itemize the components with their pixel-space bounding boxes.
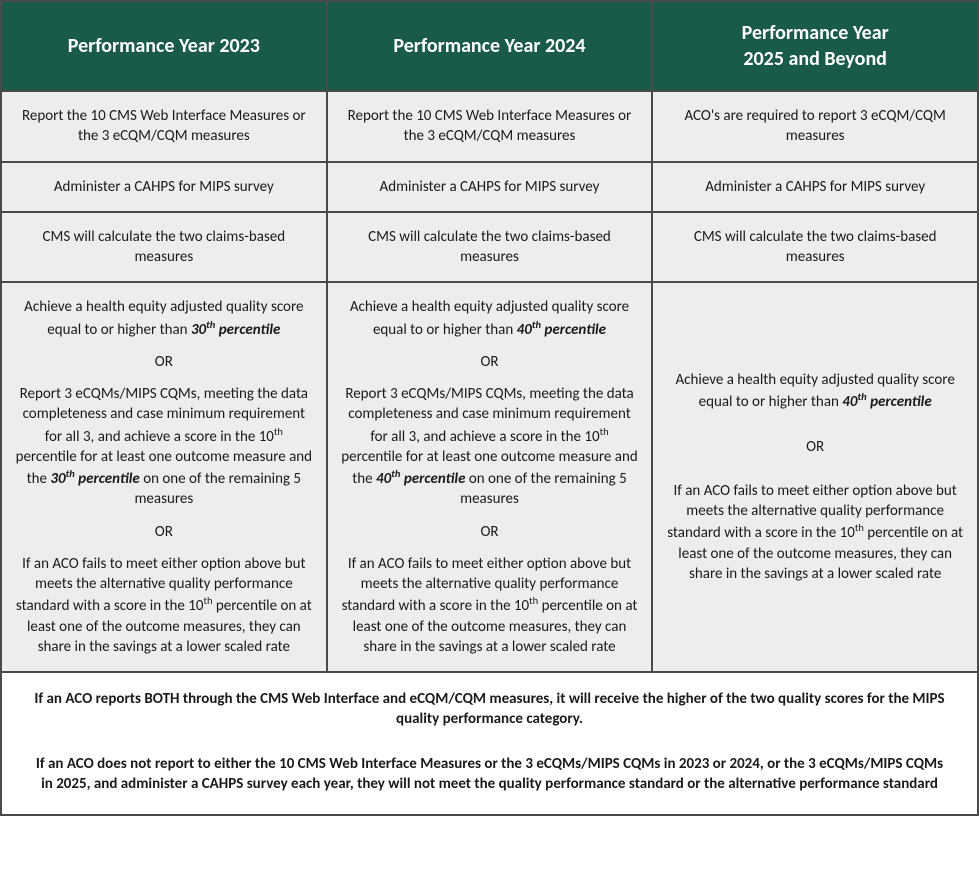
header-2024: Performance Year 2024: [327, 1, 653, 91]
footer-row: If an ACO reports BOTH through the CMS W…: [1, 672, 978, 815]
footer-p2: If an ACO does not report to either the …: [30, 754, 949, 795]
cell-r1c3: ACO's are required to report 3 eCQM/CQM …: [652, 91, 978, 162]
cell-r4c3: Achieve a health equity adjusted quality…: [652, 282, 978, 672]
r4c3-p3: If an ACO fails to meet either option ab…: [667, 482, 963, 583]
cell-r1c2: Report the 10 CMS Web Interface Measures…: [327, 91, 653, 162]
r4c2-p3: If an ACO fails to meet either option ab…: [342, 555, 638, 656]
header-2023: Performance Year 2023: [1, 1, 327, 91]
cell-r2c1: Administer a CAHPS for MIPS survey: [1, 162, 327, 212]
cell-r1c1: Report the 10 CMS Web Interface Measures…: [1, 91, 327, 162]
r4c1-p3: If an ACO fails to meet either option ab…: [16, 555, 312, 656]
performance-year-table: Performance Year 2023 Performance Year 2…: [0, 0, 979, 816]
or-label: OR: [14, 352, 314, 372]
footer-cell: If an ACO reports BOTH through the CMS W…: [1, 672, 978, 815]
r4c1-p2: Report 3 eCQMs/MIPS CQMs, meeting the da…: [16, 385, 312, 508]
or-label: OR: [665, 437, 965, 457]
or-label: OR: [340, 522, 640, 542]
cell-r3c2: CMS will calculate the two claims-based …: [327, 212, 653, 283]
table-row-long: Achieve a health equity adjusted quality…: [1, 282, 978, 672]
table-row: Administer a CAHPS for MIPS survey Admin…: [1, 162, 978, 212]
cell-r4c1: Achieve a health equity adjusted quality…: [1, 282, 327, 672]
r4c2-p1: Achieve a health equity adjusted quality…: [350, 298, 629, 338]
header-row: Performance Year 2023 Performance Year 2…: [1, 1, 978, 91]
footer-p1: If an ACO reports BOTH through the CMS W…: [30, 689, 949, 730]
r4c3-p1: Achieve a health equity adjusted quality…: [676, 371, 955, 411]
cell-r2c2: Administer a CAHPS for MIPS survey: [327, 162, 653, 212]
cell-r2c3: Administer a CAHPS for MIPS survey: [652, 162, 978, 212]
table-row: CMS will calculate the two claims-based …: [1, 212, 978, 283]
table-row: Report the 10 CMS Web Interface Measures…: [1, 91, 978, 162]
header-2025: Performance Year2025 and Beyond: [652, 1, 978, 91]
r4c2-p2: Report 3 eCQMs/MIPS CQMs, meeting the da…: [341, 385, 637, 508]
cell-r4c2: Achieve a health equity adjusted quality…: [327, 282, 653, 672]
table-container: Performance Year 2023 Performance Year 2…: [0, 0, 979, 816]
or-label: OR: [14, 522, 314, 542]
cell-r3c1: CMS will calculate the two claims-based …: [1, 212, 327, 283]
or-label: OR: [340, 352, 640, 372]
cell-r3c3: CMS will calculate the two claims-based …: [652, 212, 978, 283]
r4c1-p1: Achieve a health equity adjusted quality…: [24, 298, 303, 338]
